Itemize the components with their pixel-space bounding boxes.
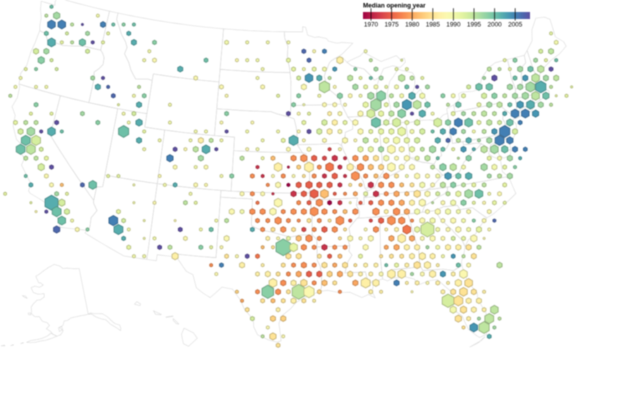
svg-text:1995: 1995 (467, 22, 482, 29)
svg-text:Median opening year: Median opening year (363, 2, 426, 9)
svg-text:1985: 1985 (426, 22, 441, 29)
svg-text:1970: 1970 (364, 22, 379, 29)
svg-text:1990: 1990 (446, 22, 461, 29)
svg-text:1980: 1980 (405, 22, 420, 29)
svg-text:2005: 2005 (508, 22, 523, 29)
svg-text:1975: 1975 (384, 22, 399, 29)
svg-text:2000: 2000 (487, 22, 502, 29)
